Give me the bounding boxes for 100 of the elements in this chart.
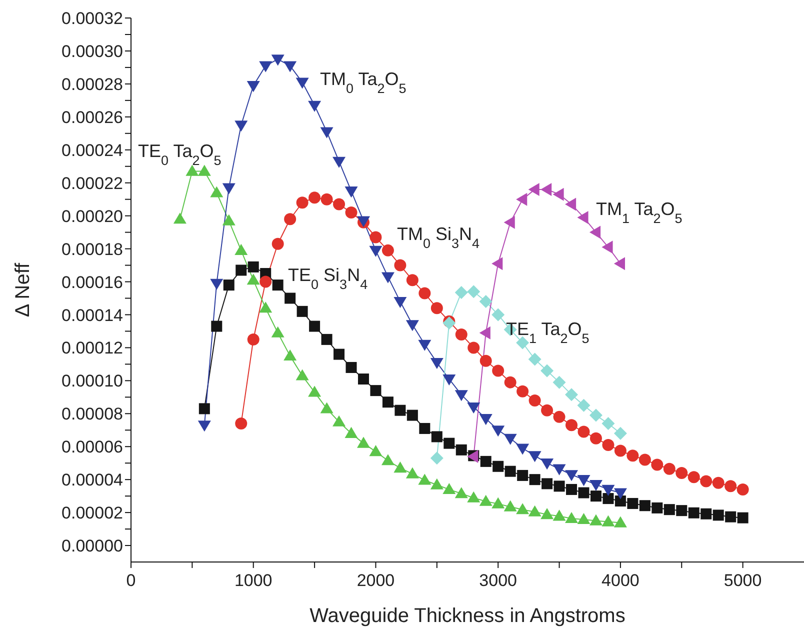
point [516, 503, 530, 514]
point [406, 274, 418, 286]
series-label: TE$_{0}$ Si$_{3}$N$_{4}$ [288, 265, 368, 292]
point [370, 385, 382, 396]
point [651, 458, 664, 471]
point [260, 276, 272, 288]
point [198, 420, 211, 432]
point [246, 81, 260, 92]
point [418, 340, 432, 351]
y-tick-label: 0.00010 [62, 372, 123, 391]
point [198, 164, 211, 176]
series-label: TM$_{1}$ Ta$_{2}$O$_{5}$ [596, 199, 682, 226]
point [552, 376, 566, 389]
point [516, 444, 530, 455]
point [552, 188, 564, 201]
point [492, 364, 504, 377]
point [320, 402, 334, 414]
y-tick-label: 0.00014 [62, 306, 123, 325]
point [602, 515, 615, 526]
point [369, 445, 382, 456]
y-tick-label: 0.00020 [62, 206, 123, 226]
point [626, 450, 639, 462]
point [284, 213, 296, 226]
point [418, 287, 431, 300]
point [528, 182, 540, 196]
point [430, 358, 444, 370]
point [700, 475, 712, 488]
point [627, 498, 638, 509]
point [308, 386, 322, 397]
point [541, 404, 554, 416]
y-axis-title: Δ Neff [12, 262, 34, 318]
point [542, 478, 553, 490]
point [540, 458, 554, 470]
point [614, 426, 627, 440]
point [344, 426, 358, 438]
point [382, 244, 394, 256]
point [394, 259, 406, 272]
point [455, 328, 468, 341]
point [210, 186, 224, 198]
point [381, 272, 394, 284]
point [528, 394, 541, 406]
point [222, 183, 236, 194]
point [272, 238, 284, 250]
point [540, 508, 554, 520]
point [504, 466, 516, 477]
point [516, 336, 530, 350]
point [320, 193, 333, 206]
point [614, 257, 626, 270]
point [492, 257, 503, 270]
point [663, 462, 676, 475]
point [529, 474, 540, 486]
point [516, 385, 529, 398]
point [454, 390, 468, 402]
point [676, 505, 688, 516]
point [479, 295, 492, 308]
point [590, 432, 602, 444]
point [540, 364, 554, 378]
x-tick-label: 1000 [234, 571, 272, 590]
point [344, 186, 358, 198]
point [430, 478, 444, 490]
y-tick-label: 0.00022 [62, 174, 123, 193]
point [334, 348, 345, 360]
point [309, 320, 320, 332]
x-tick-label: 0 [126, 571, 136, 590]
point [614, 496, 626, 507]
y-tick-label: 0.00016 [62, 272, 123, 292]
point [284, 349, 297, 360]
point [173, 212, 186, 224]
y-tick-label: 0.00032 [62, 9, 123, 28]
y-tick-label: 0.00000 [62, 536, 123, 556]
y-tick-label: 0.00030 [62, 42, 123, 62]
point [467, 285, 480, 298]
point [370, 231, 382, 244]
point [565, 198, 576, 211]
point [479, 414, 492, 426]
point [284, 292, 296, 304]
series-label: TM$_{0}$ Si$_{3}$N$_{4}$ [397, 224, 480, 250]
point [565, 388, 578, 402]
point [688, 471, 700, 484]
point [589, 480, 602, 492]
point [712, 476, 724, 489]
point [589, 514, 602, 526]
point [236, 264, 247, 276]
point [577, 512, 590, 524]
point [736, 483, 749, 496]
point [602, 240, 613, 254]
point [700, 508, 712, 520]
point [382, 396, 394, 408]
point [442, 482, 456, 494]
y-tick-label: 0.00026 [62, 108, 123, 127]
point [638, 454, 651, 466]
point [492, 497, 505, 508]
x-tick-label: 4000 [602, 571, 640, 590]
point [247, 333, 260, 346]
point [296, 78, 309, 89]
point [246, 274, 260, 285]
y-tick-label: 0.00018 [62, 240, 123, 259]
point [554, 480, 565, 492]
point [614, 444, 626, 457]
point [589, 226, 601, 239]
